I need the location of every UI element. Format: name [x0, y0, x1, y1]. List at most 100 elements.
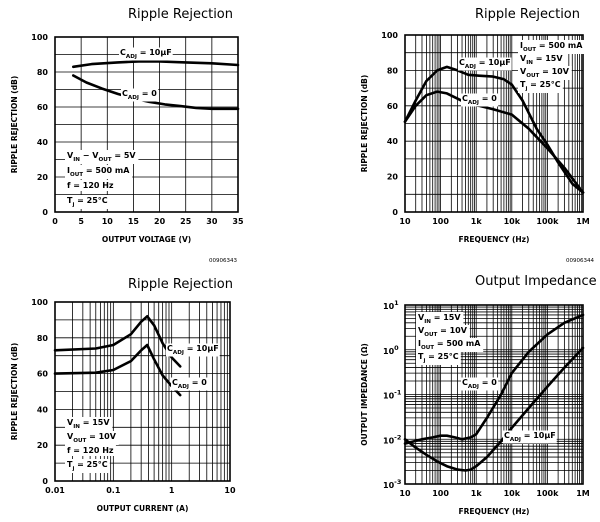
y-axis-title: RIPPLE REJECTION (dB): [10, 343, 19, 441]
x-tick-label: 10: [399, 489, 411, 498]
y-tick-labels: 0 20 40 60 80 100: [31, 298, 48, 486]
x-tick-labels: 10 100 1k 10k 100k 1M: [399, 217, 589, 226]
y-tick-label: 100: [381, 31, 398, 40]
y-tick-label: 100: [31, 33, 48, 42]
y-axis-title: OUTPUT IMPEDANCE (Ω): [360, 343, 369, 446]
x-tick-label: 100k: [536, 217, 559, 226]
condition-background: [65, 165, 133, 179]
x-axis-title: FREQUENCY (Hz): [459, 235, 530, 244]
x-tick-label: 20: [154, 217, 166, 226]
y-tick-label: 40: [387, 137, 399, 146]
chart-panel-1: Ripple Rejection 0 5 10 15 20 25 30 35 0 20 40 60 80 1…: [10, 7, 244, 264]
plot-frame: [404, 304, 584, 485]
y-tick-label: 10-1: [383, 389, 402, 401]
y-tick-label: 0: [392, 208, 398, 217]
x-tick-label: 10: [224, 486, 236, 495]
y-tick-label: 0: [42, 208, 48, 217]
y-tick-label: 0: [42, 477, 48, 486]
x-tick-labels: 0.01 0.1 1 10: [45, 486, 236, 495]
y-tick-label: 80: [387, 66, 399, 75]
condition-background: [65, 417, 113, 431]
y-tick-label: 60: [37, 370, 49, 379]
condition-background: [65, 195, 110, 209]
y-tick-label: 40: [37, 138, 49, 147]
x-tick-label: 10k: [504, 217, 521, 226]
series-label-background: [461, 377, 499, 391]
chart-title: Ripple Rejection: [128, 7, 233, 22]
series-label-background: [166, 343, 220, 357]
x-tick-label: 1k: [471, 217, 483, 226]
condition-line: f = 120 Hz: [67, 181, 114, 190]
series-label-background: [171, 377, 209, 391]
chart-panel-2: Ripple Rejection 10 100 1k 10k 100k 1M 0 20 40 60 8…: [360, 7, 594, 264]
condition-background: [518, 53, 566, 67]
condition-line: f = 120 Hz: [67, 446, 114, 455]
chart-title: Output Impedance: [475, 274, 597, 289]
y-axis-title: RIPPLE REJECTION (dB): [360, 75, 369, 173]
condition-background: [65, 180, 116, 191]
x-tick-label: 35: [232, 217, 244, 226]
condition-background: [65, 445, 116, 456]
plot-frame: [404, 34, 584, 213]
x-tick-label: 1: [169, 486, 175, 495]
y-tick-label: 40: [37, 405, 49, 414]
series-line-1: [403, 313, 585, 445]
x-tick-label: 10k: [504, 489, 521, 498]
condition-background: [65, 150, 139, 164]
y-tick-label: 101: [383, 299, 399, 311]
y-tick-label: 60: [387, 102, 399, 111]
y-tick-label: 80: [37, 334, 49, 343]
x-tick-label: 10: [102, 217, 114, 226]
x-tick-label: 0: [52, 217, 58, 226]
condition-line: VIN − VOUT = 5V: [67, 151, 136, 163]
series-line-1: [53, 314, 182, 368]
x-tick-label: 1k: [471, 489, 483, 498]
x-tick-label: 0.01: [45, 486, 65, 495]
x-tick-label: 10: [399, 217, 411, 226]
x-tick-label: 1M: [576, 217, 590, 226]
y-tick-label: 100: [31, 298, 48, 307]
condition-background: [416, 325, 470, 339]
series-line-2: [403, 346, 585, 472]
condition-background: [518, 79, 563, 93]
y-tick-label: 20: [37, 173, 49, 182]
series-line-2: [72, 74, 240, 111]
x-axis-title: FREQUENCY (Hz): [459, 507, 530, 516]
series-line-2: [403, 90, 585, 194]
x-tick-label: 100: [432, 217, 449, 226]
series-label-background: [461, 93, 499, 107]
x-tick-label: 15: [128, 217, 140, 226]
x-tick-label: 30: [206, 217, 218, 226]
x-tick-label: 0.1: [106, 486, 121, 495]
plot-frame: [54, 36, 239, 213]
y-tick-labels: 0 20 40 60 80 100: [31, 33, 48, 217]
condition-background: [518, 66, 572, 80]
y-tick-labels: 0 20 40 60 80 100: [381, 31, 398, 217]
series-line-2: [53, 343, 182, 397]
y-tick-label: 20: [387, 173, 399, 182]
series-label-background: [503, 430, 557, 444]
x-axis-title: OUTPUT CURRENT (A): [97, 504, 189, 513]
x-tick-label: 100: [432, 489, 449, 498]
y-tick-label: 80: [37, 68, 49, 77]
x-tick-labels: 10 100 1k 10k 100k 1M: [399, 489, 589, 498]
condition-background: [416, 338, 484, 352]
x-tick-labels: 0 5 10 15 20 25 30 35: [52, 217, 244, 226]
y-tick-label: 10-2: [383, 433, 401, 445]
condition-background: [518, 40, 586, 54]
chart-title: Ripple Rejection: [128, 277, 233, 292]
x-tick-label: 5: [78, 217, 84, 226]
y-axis-title: RIPPLE REJECTION (dB): [10, 76, 19, 174]
figure-code: 00906343: [209, 258, 237, 264]
figure-code: 00906344: [566, 258, 594, 264]
x-tick-label: 25: [180, 217, 192, 226]
y-tick-label: 100: [383, 344, 399, 356]
series-label-background: [119, 47, 173, 61]
